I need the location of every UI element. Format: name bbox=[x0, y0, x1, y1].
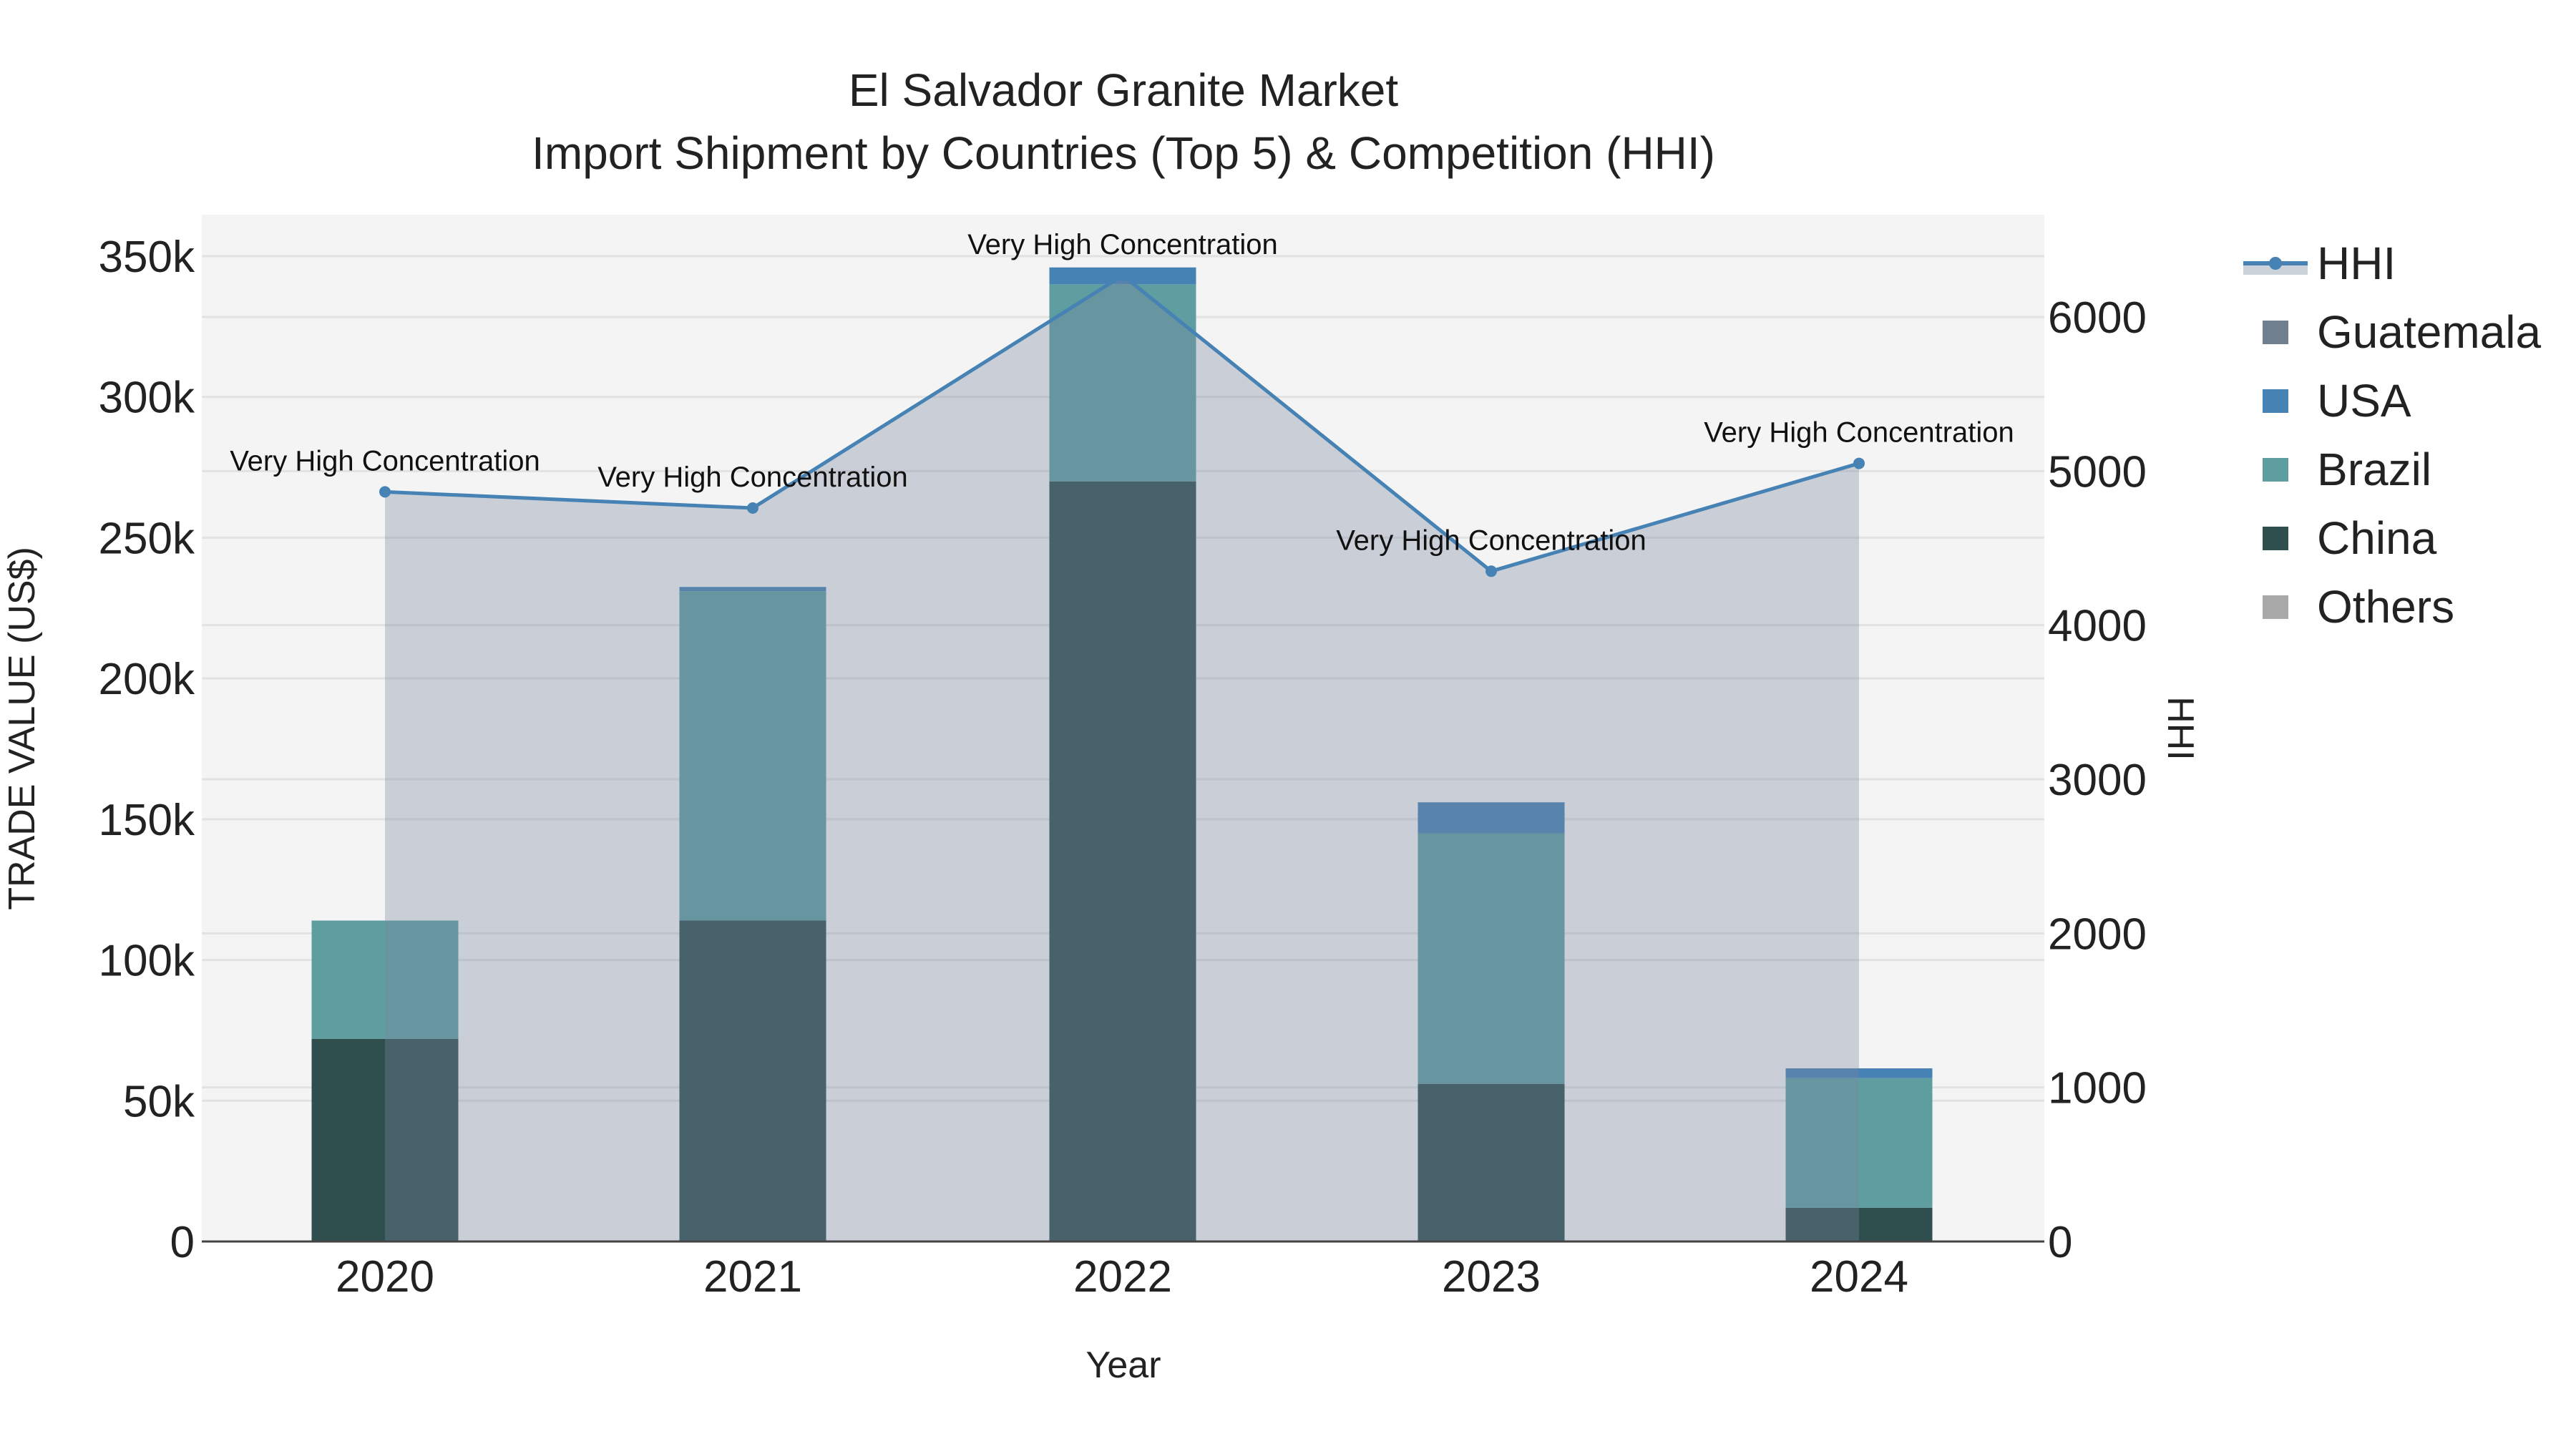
bar-segment-china bbox=[311, 1038, 459, 1241]
y2-tick-label: 2000 bbox=[2048, 909, 2147, 959]
legend-swatch-icon bbox=[2263, 595, 2288, 619]
y-tick-label: 200k bbox=[99, 655, 195, 704]
legend-item-hhi: HHI bbox=[2243, 238, 2396, 289]
annotations: Very High Concentration Very High Concent… bbox=[230, 229, 2014, 556]
y2-tick-label: 0 bbox=[2048, 1218, 2072, 1267]
chart-subtitle: Import Shipment by Countries (Top 5) & C… bbox=[532, 127, 1715, 179]
hhi-marker bbox=[1485, 565, 1497, 577]
y-tick-label: 250k bbox=[99, 514, 195, 563]
annotation-label: Very High Concentration bbox=[1336, 525, 1646, 556]
bar-segment-brazil bbox=[1785, 1078, 1933, 1208]
bar-segment-usa bbox=[679, 587, 826, 592]
x-tick-label: 2024 bbox=[1810, 1252, 1908, 1302]
y-axis-ticks: 0 50k 100k 150k 200k 250k 300k 350k bbox=[99, 233, 195, 1267]
legend-swatch-icon bbox=[2263, 321, 2288, 344]
legend-label: USA bbox=[2317, 375, 2411, 426]
legend-item-others: Others bbox=[2263, 581, 2454, 633]
y2-tick-label: 5000 bbox=[2048, 447, 2147, 497]
bars bbox=[311, 267, 1933, 1241]
y2-axis-title: HHI bbox=[2160, 696, 2201, 761]
bar-segment-usa bbox=[1418, 802, 1565, 834]
bar-segment-china bbox=[1785, 1207, 1933, 1241]
y-tick-label: 300k bbox=[99, 374, 195, 423]
legend-label: China bbox=[2317, 512, 2437, 564]
legend-label: Others bbox=[2317, 581, 2454, 633]
chart-title: El Salvador Granite Market bbox=[849, 64, 1399, 116]
legend: HHI Guatemala USA Brazil China Others bbox=[2243, 238, 2541, 633]
y-tick-label: 350k bbox=[99, 233, 195, 282]
legend-item-china: China bbox=[2263, 512, 2437, 564]
bar-segment-china bbox=[1418, 1083, 1565, 1241]
legend-swatch-icon bbox=[2263, 458, 2288, 482]
bar-segment-brazil bbox=[311, 920, 459, 1039]
x-tick-label: 2021 bbox=[703, 1252, 802, 1302]
legend-label: Guatemala bbox=[2317, 306, 2541, 358]
y-tick-label: 150k bbox=[99, 796, 195, 845]
bar-segment-usa bbox=[1785, 1068, 1933, 1078]
y-tick-label: 100k bbox=[99, 937, 195, 986]
bar-segment-brazil bbox=[1049, 284, 1196, 482]
y2-tick-label: 4000 bbox=[2048, 602, 2147, 651]
y2-tick-label: 3000 bbox=[2048, 756, 2147, 805]
annotation-label: Very High Concentration bbox=[967, 229, 1278, 260]
y-tick-label: 50k bbox=[123, 1077, 195, 1126]
y-axis-title: TRADE VALUE (US$) bbox=[1, 547, 43, 910]
hhi-marker bbox=[1853, 457, 1865, 469]
hhi-marker bbox=[747, 502, 758, 514]
hhi-series bbox=[379, 269, 1865, 1241]
legend-label: Brazil bbox=[2317, 444, 2431, 495]
legend-item-brazil: Brazil bbox=[2263, 444, 2431, 495]
annotation-label: Very High Concentration bbox=[230, 445, 540, 477]
hhi-legend-marker-icon bbox=[2269, 257, 2282, 270]
legend-item-guatemala: Guatemala bbox=[2263, 306, 2541, 358]
bar-segment-china bbox=[679, 920, 826, 1241]
legend-swatch-icon bbox=[2263, 527, 2288, 550]
hhi-marker bbox=[1117, 269, 1128, 281]
legend-swatch-icon bbox=[2263, 389, 2288, 413]
bar-segment-china bbox=[1049, 481, 1196, 1241]
x-tick-label: 2022 bbox=[1073, 1252, 1172, 1302]
y-tick-label: 0 bbox=[170, 1218, 195, 1267]
hhi-marker bbox=[379, 486, 391, 498]
y2-tick-label: 6000 bbox=[2048, 293, 2147, 343]
x-tick-label: 2020 bbox=[336, 1252, 434, 1302]
bar-segment-brazil bbox=[1418, 833, 1565, 1084]
y2-tick-label: 1000 bbox=[2048, 1064, 2147, 1113]
legend-item-usa: USA bbox=[2263, 375, 2411, 426]
bar-segment-brazil bbox=[679, 591, 826, 921]
hhi-area-fill bbox=[385, 275, 1859, 1241]
annotation-label: Very High Concentration bbox=[1704, 417, 2014, 449]
x-axis-title: Year bbox=[1085, 1345, 1161, 1386]
y2-axis-ticks: 0 1000 2000 3000 4000 5000 6000 bbox=[2048, 293, 2147, 1267]
annotation-label: Very High Concentration bbox=[597, 462, 908, 493]
x-tick-label: 2023 bbox=[1442, 1252, 1541, 1302]
legend-label: HHI bbox=[2317, 238, 2396, 289]
x-axis-ticks: 2020 2021 2022 2023 2024 bbox=[336, 1252, 1908, 1302]
